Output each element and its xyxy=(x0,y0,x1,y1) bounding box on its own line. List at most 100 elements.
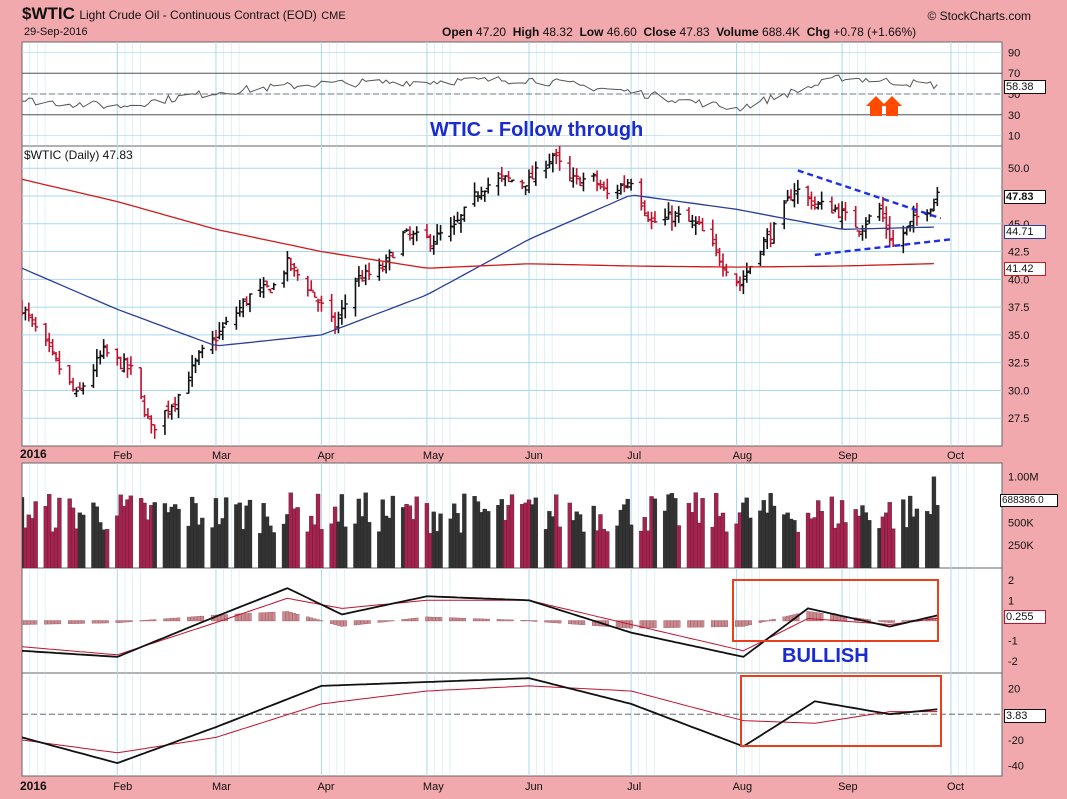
macd-histogram-bar xyxy=(483,618,487,622)
macd-histogram-bar xyxy=(367,620,371,624)
macd-histogram-bar xyxy=(312,618,317,622)
volume-bar xyxy=(104,529,110,568)
high-value: 48.32 xyxy=(542,25,573,39)
macd-histogram-bar xyxy=(748,620,752,626)
chg-label: Chg xyxy=(806,25,831,39)
macd-histogram-bar xyxy=(506,619,511,622)
y-tick-label: 500K xyxy=(1008,517,1034,529)
volume-value: 688.4K xyxy=(762,25,801,39)
y-tick-label: 1.00M xyxy=(1008,472,1039,484)
macd-histogram-bar xyxy=(119,620,123,623)
exchange: CME xyxy=(321,10,346,22)
macd-histogram-bar xyxy=(813,612,817,622)
macd-layer xyxy=(22,587,939,658)
macd-histogram-bar xyxy=(901,620,905,622)
macd-histogram-bar xyxy=(415,617,419,622)
macd-histogram-bar xyxy=(190,616,194,622)
macd-histogram-bar xyxy=(449,617,453,622)
high-label: High xyxy=(512,25,540,39)
macd-histogram-bar xyxy=(639,620,643,629)
y-tick-label: -1 xyxy=(1008,636,1018,648)
macd-histogram-bar xyxy=(289,612,293,622)
macd-histogram-bar xyxy=(888,620,892,623)
macd-histogram-bar xyxy=(333,620,337,625)
macd-histogram-bar xyxy=(905,620,909,622)
x-tick-label: May xyxy=(423,450,444,462)
volume-bar xyxy=(343,526,348,568)
instrument-name: Light Crude Oil - Continuous Contract (E… xyxy=(79,8,317,22)
macd-histogram-bar xyxy=(809,611,814,622)
volume-bar xyxy=(486,511,491,568)
macd-histogram-bar xyxy=(67,620,72,624)
sma50-tag: 44.71 xyxy=(1004,225,1046,239)
y-tick-label: 2 xyxy=(1008,575,1014,587)
macd-histogram-bar xyxy=(820,613,824,622)
macd-histogram-bar xyxy=(306,616,310,622)
macd-histogram-bar xyxy=(377,620,381,623)
volume-bar xyxy=(81,514,86,568)
volume-bar xyxy=(509,494,515,568)
macd-histogram-bar xyxy=(343,620,347,627)
macd-histogram-bar xyxy=(438,617,443,622)
macd-histogram-bar xyxy=(125,620,130,623)
macd-tag: 0.255 xyxy=(1004,610,1046,624)
up-arrow-icon xyxy=(866,96,886,116)
volume-bar xyxy=(200,517,205,568)
macd-histogram-bar xyxy=(717,620,722,627)
y-tick-label: 70 xyxy=(1008,68,1020,80)
macd-histogram-bar xyxy=(479,618,484,622)
macd-histogram-bar xyxy=(408,618,412,622)
macd-histogram-bar xyxy=(391,620,395,622)
macd-histogram-bar xyxy=(711,620,715,628)
pmo-signal-line xyxy=(22,685,938,754)
macd-histogram-bar xyxy=(745,620,749,626)
macd-histogram-bar xyxy=(738,620,742,627)
macd-histogram-bar xyxy=(98,620,102,624)
y-tick-label: 42.5 xyxy=(1008,247,1029,259)
macd-histogram-bar xyxy=(557,620,562,624)
macd-histogram-bar xyxy=(309,617,313,622)
volume-bar xyxy=(748,517,753,568)
macd-histogram-bar xyxy=(357,620,361,625)
ohlc-readout: Open 47.20 High 48.32 Low 46.60 Close 47… xyxy=(442,25,916,39)
macd-histogram-bar xyxy=(224,614,228,622)
y-tick-label: 35.0 xyxy=(1008,330,1029,342)
macd-histogram-bar xyxy=(697,620,701,628)
macd-histogram-bar xyxy=(571,620,575,625)
macd-histogram-bar xyxy=(785,615,790,622)
volume-bar xyxy=(47,494,52,568)
macd-histogram-bar xyxy=(758,620,763,623)
y-tick-label: 30 xyxy=(1008,110,1020,122)
y-tick-label: 30.0 xyxy=(1008,385,1029,397)
macd-histogram-bar xyxy=(122,620,126,623)
macd-histogram-bar xyxy=(401,619,405,622)
volume-bar xyxy=(224,497,229,568)
macd-histogram-bar xyxy=(78,620,82,624)
macd-histogram-bar xyxy=(241,613,245,622)
x-tick-label: Oct xyxy=(947,781,964,793)
macd-histogram-bar xyxy=(520,620,524,622)
volume-bar xyxy=(176,508,181,568)
macd-histogram-bar xyxy=(452,617,456,622)
volume-bar xyxy=(795,531,800,568)
macd-histogram-bar xyxy=(486,618,490,622)
volume-bar xyxy=(414,496,419,568)
low-label: Low xyxy=(579,25,604,39)
macd-histogram-bar xyxy=(554,620,558,624)
volume-bar xyxy=(581,531,586,568)
macd-histogram-bar xyxy=(428,616,432,622)
macd-highlight-box xyxy=(732,579,939,642)
chart-date: 29-Sep-2016 xyxy=(24,26,88,38)
volume-bar xyxy=(128,495,134,568)
macd-histogram-bar xyxy=(605,620,609,627)
macd-histogram-bar xyxy=(54,620,58,625)
macd-histogram-bar xyxy=(459,617,463,622)
macd-histogram-bar xyxy=(435,617,439,622)
y-tick-label: 27.5 xyxy=(1008,413,1029,425)
volume-bar xyxy=(295,507,300,568)
macd-histogram-bar xyxy=(530,620,535,622)
macd-histogram-bar xyxy=(47,620,51,625)
volume-layer xyxy=(22,476,940,568)
macd-histogram-bar xyxy=(690,620,694,628)
macd-histogram-bar xyxy=(200,615,204,622)
